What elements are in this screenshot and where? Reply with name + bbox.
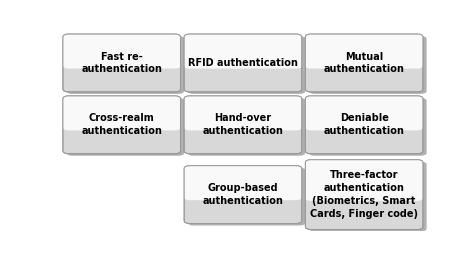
Text: Cross-realm
authentication: Cross-realm authentication: [81, 113, 162, 136]
FancyBboxPatch shape: [309, 162, 427, 232]
Text: Three-factor
authentication
(Biometrics, Smart
Cards, Finger code): Three-factor authentication (Biometrics,…: [310, 170, 418, 219]
Text: Deniable
authentication: Deniable authentication: [324, 113, 405, 136]
FancyBboxPatch shape: [184, 166, 301, 200]
FancyBboxPatch shape: [184, 34, 301, 92]
Text: RFID authentication: RFID authentication: [188, 58, 298, 68]
FancyBboxPatch shape: [63, 34, 181, 69]
FancyBboxPatch shape: [184, 166, 301, 224]
FancyBboxPatch shape: [66, 98, 184, 156]
FancyBboxPatch shape: [184, 96, 301, 154]
FancyBboxPatch shape: [66, 36, 184, 94]
FancyBboxPatch shape: [188, 168, 305, 226]
FancyBboxPatch shape: [309, 36, 427, 94]
FancyBboxPatch shape: [63, 96, 181, 154]
FancyBboxPatch shape: [188, 36, 305, 94]
FancyBboxPatch shape: [305, 34, 423, 92]
FancyBboxPatch shape: [184, 34, 301, 69]
Text: Hand-over
authentication: Hand-over authentication: [202, 113, 283, 136]
Text: Mutual
authentication: Mutual authentication: [324, 52, 405, 74]
Text: Fast re-
authentication: Fast re- authentication: [81, 52, 162, 74]
Text: Group-based
authentication: Group-based authentication: [202, 183, 283, 206]
FancyBboxPatch shape: [305, 34, 423, 69]
FancyBboxPatch shape: [188, 98, 305, 156]
FancyBboxPatch shape: [305, 160, 423, 229]
FancyBboxPatch shape: [305, 160, 423, 201]
FancyBboxPatch shape: [63, 34, 181, 92]
FancyBboxPatch shape: [305, 96, 423, 130]
FancyBboxPatch shape: [305, 96, 423, 154]
FancyBboxPatch shape: [63, 96, 181, 130]
FancyBboxPatch shape: [309, 98, 427, 156]
FancyBboxPatch shape: [184, 96, 301, 130]
